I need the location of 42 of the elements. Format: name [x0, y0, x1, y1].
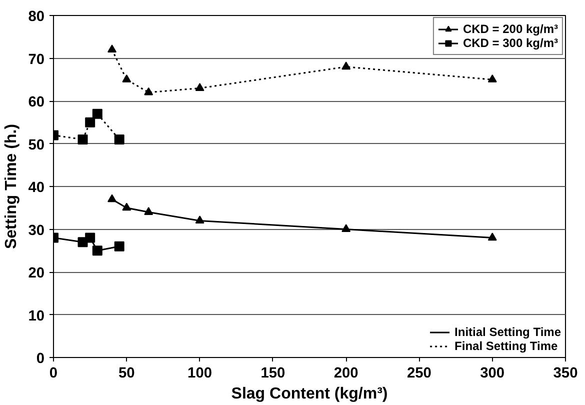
y-tick-label: 50: [28, 137, 45, 154]
point: [488, 74, 497, 82]
x-tick-label: 100: [188, 366, 212, 382]
point: [195, 216, 204, 224]
point: [92, 108, 102, 119]
point: [92, 246, 102, 256]
point: [108, 194, 117, 202]
point: [144, 207, 154, 215]
x-tick-label: 0: [49, 366, 58, 382]
y-tick-label: 80: [28, 9, 45, 25]
y-axis-title: Setting Time (h.): [3, 124, 20, 250]
x-tick-label: 350: [553, 366, 578, 382]
y-tick-label: 10: [28, 308, 45, 324]
point: [342, 62, 351, 70]
x-tick-label: 200: [334, 366, 358, 382]
point: [488, 232, 497, 241]
point: [78, 134, 88, 144]
point: [122, 74, 132, 82]
y-tick-label: 60: [28, 94, 45, 110]
y-tick-label: 70: [28, 52, 45, 68]
point: [114, 134, 124, 144]
x-axis-title: Slag Content (kg/m³): [231, 386, 388, 402]
point: [114, 241, 124, 252]
point: [108, 44, 117, 53]
legend-label: CKD = 300 kg/m³: [462, 36, 558, 50]
x-tick-label: 50: [118, 366, 135, 382]
x-tick-label: 250: [406, 366, 432, 382]
point: [122, 202, 132, 211]
annotation: Initial Setting Time: [454, 325, 561, 339]
point: [195, 83, 204, 91]
y-tick-label: 20: [28, 266, 45, 282]
x-tick-label: 150: [260, 366, 286, 382]
point: [85, 232, 96, 243]
y-tick-label: 30: [28, 222, 45, 239]
y-tick-label: 0: [36, 351, 45, 367]
point: [342, 224, 351, 232]
x-tick-label: 300: [480, 366, 505, 382]
annotation: Final Setting Time: [454, 339, 558, 353]
point: [144, 87, 154, 96]
point: [85, 117, 96, 128]
legend-label: CKD = 200 kg/m³: [462, 22, 558, 36]
y-tick-label: 40: [28, 180, 45, 196]
